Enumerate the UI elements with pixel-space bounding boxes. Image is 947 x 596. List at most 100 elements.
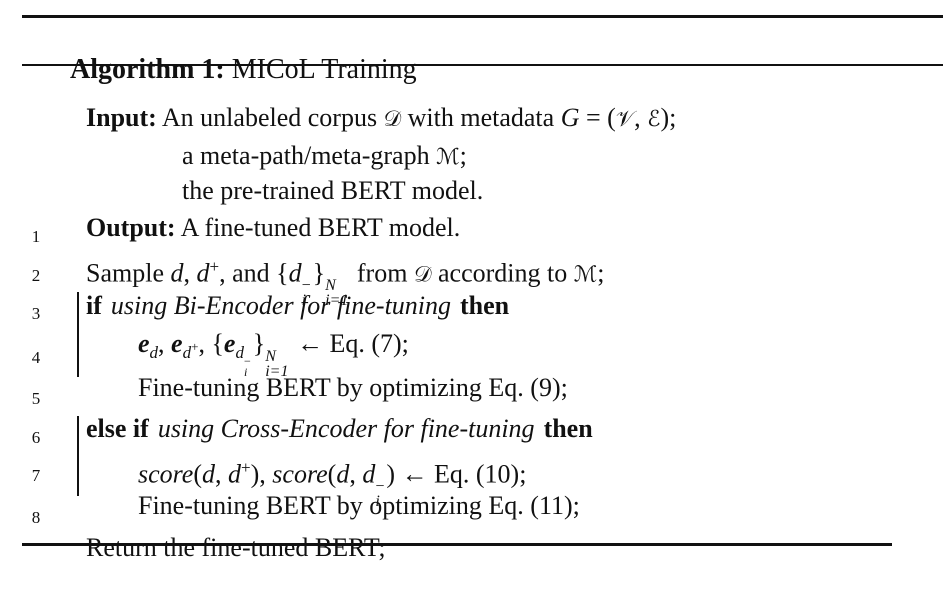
text-piece: + (191, 338, 199, 354)
text-group: d+ (182, 339, 199, 362)
text-piece: , (349, 459, 363, 489)
text-piece: 𝒟 (383, 107, 402, 132)
text-piece: d (202, 459, 216, 489)
text-piece: = ( (579, 103, 616, 132)
text-piece: ℳ (436, 145, 460, 170)
text-piece: } (312, 258, 326, 288)
text-piece: d (362, 459, 376, 489)
text-piece: d (149, 342, 159, 362)
line-number: 1 (31, 227, 41, 246)
text-piece: i=1 (265, 362, 289, 380)
algorithm-title: Algorithm 1: MICoL Training (42, 22, 417, 118)
line-number: 2 (31, 266, 41, 285)
text-piece: + (209, 257, 220, 276)
top-rule (22, 15, 943, 18)
text-piece: Fine-tuning BERT by optimizing Eq. (11); (138, 491, 580, 520)
text-piece: else if (86, 414, 149, 443)
text-piece: , and { (219, 258, 289, 288)
line-number: 5 (31, 389, 41, 408)
text-piece: using Bi-Encoder for fine-tuning (110, 291, 452, 320)
step-line: if using Bi-Encoder for fine-tuning then (60, 258, 509, 354)
text-piece: the pre-trained BERT model. (182, 176, 484, 205)
text-piece: ); (660, 103, 677, 132)
text-group: d − i (235, 342, 252, 378)
text-piece: d (170, 258, 184, 288)
text-piece: − (375, 478, 385, 496)
step-line: else if using Cross-Encoder for fine-tuni… (60, 381, 593, 477)
text-group: − i (375, 478, 385, 511)
text-piece: e (171, 329, 183, 358)
text-piece: using Cross-Encoder for fine-tuning (157, 414, 535, 443)
text-group: − i (301, 277, 311, 310)
step-line: Fine-tuning BERT by optimizing Eq. (11); (112, 458, 580, 554)
text-piece: e (138, 329, 150, 358)
text-piece: score (138, 459, 194, 489)
text-piece: d (288, 258, 302, 288)
text-piece: ℳ (573, 262, 598, 288)
text-piece: ( (193, 459, 203, 489)
text-piece: e (223, 329, 236, 358)
step-line: Return the fine-tuned BERT; (60, 500, 386, 596)
text-piece: Return the fine-tuned BERT; (86, 533, 386, 562)
line-number: 7 (31, 466, 41, 485)
text-piece: , (183, 258, 197, 288)
text-piece: score (272, 459, 328, 489)
text-piece: d (196, 258, 210, 288)
input-line: the pre-trained BERT model. (156, 143, 483, 239)
text-piece: 𝒱 (615, 107, 635, 132)
algorithm-page: Algorithm 1: MICoL Training Input: An un… (22, 15, 943, 562)
text-piece: ( (327, 459, 337, 489)
text-group: − i (243, 353, 251, 379)
text-piece: d (182, 342, 192, 362)
text-piece: with metadata (401, 103, 561, 132)
text-piece: ← Eq. (7); (290, 329, 409, 358)
text-piece: Fine-tuning BERT by optimizing Eq. (9); (138, 373, 568, 402)
text-piece: , (215, 459, 229, 489)
bottom-rule (22, 543, 892, 546)
step-line: score(d, d+), score(d, d − i) ← Eq. (10); (112, 420, 526, 541)
output-line: Output: A fine-tuned BERT model. (60, 180, 460, 276)
line-number: 3 (31, 304, 41, 323)
text-piece: d (336, 459, 350, 489)
text-piece: if (86, 291, 102, 320)
text-piece: d (228, 459, 242, 489)
text-piece: , (158, 329, 172, 358)
text-piece: ; (459, 141, 467, 170)
text-piece: + (241, 458, 251, 477)
text-piece: i (375, 493, 380, 511)
text-piece: G (560, 103, 580, 132)
input-line: a meta-path/meta-graph ℳ; (156, 108, 467, 206)
text-piece: N (325, 277, 336, 295)
text-piece: ℰ (647, 107, 661, 132)
title-rule (22, 64, 943, 66)
step-line: Fine-tuning BERT by optimizing Eq. (9); (112, 340, 568, 436)
text-piece: A fine-tuned BERT model. (180, 213, 461, 242)
text-piece: d (235, 342, 244, 362)
input-line: Input: An unlabeled corpus 𝒟 with metada… (60, 70, 676, 168)
text-piece: ), (250, 459, 273, 489)
text-piece: Sample (86, 258, 171, 288)
text-piece: i=1 (325, 292, 349, 310)
text-piece: MICoL Training (231, 54, 417, 85)
line-number: 6 (31, 428, 41, 447)
text-piece: then (543, 414, 593, 443)
text-piece: , (634, 103, 648, 132)
text-piece: 𝒟 (413, 262, 432, 288)
line-number: 8 (31, 508, 41, 527)
text-piece: from (350, 258, 414, 288)
text-piece: according to (431, 258, 574, 288)
text-piece: ) ← Eq. (10); (386, 459, 527, 489)
text-piece: N (265, 347, 276, 365)
text-piece: , { (198, 329, 224, 358)
text-piece: − (243, 353, 251, 368)
text-piece: i (301, 292, 307, 310)
text-piece: a meta-path/meta-graph (182, 141, 437, 170)
text-piece: Input: (86, 103, 157, 132)
text-piece: i (243, 364, 248, 379)
text-piece: Algorithm 1: (70, 54, 225, 85)
text-piece: − (301, 277, 311, 295)
